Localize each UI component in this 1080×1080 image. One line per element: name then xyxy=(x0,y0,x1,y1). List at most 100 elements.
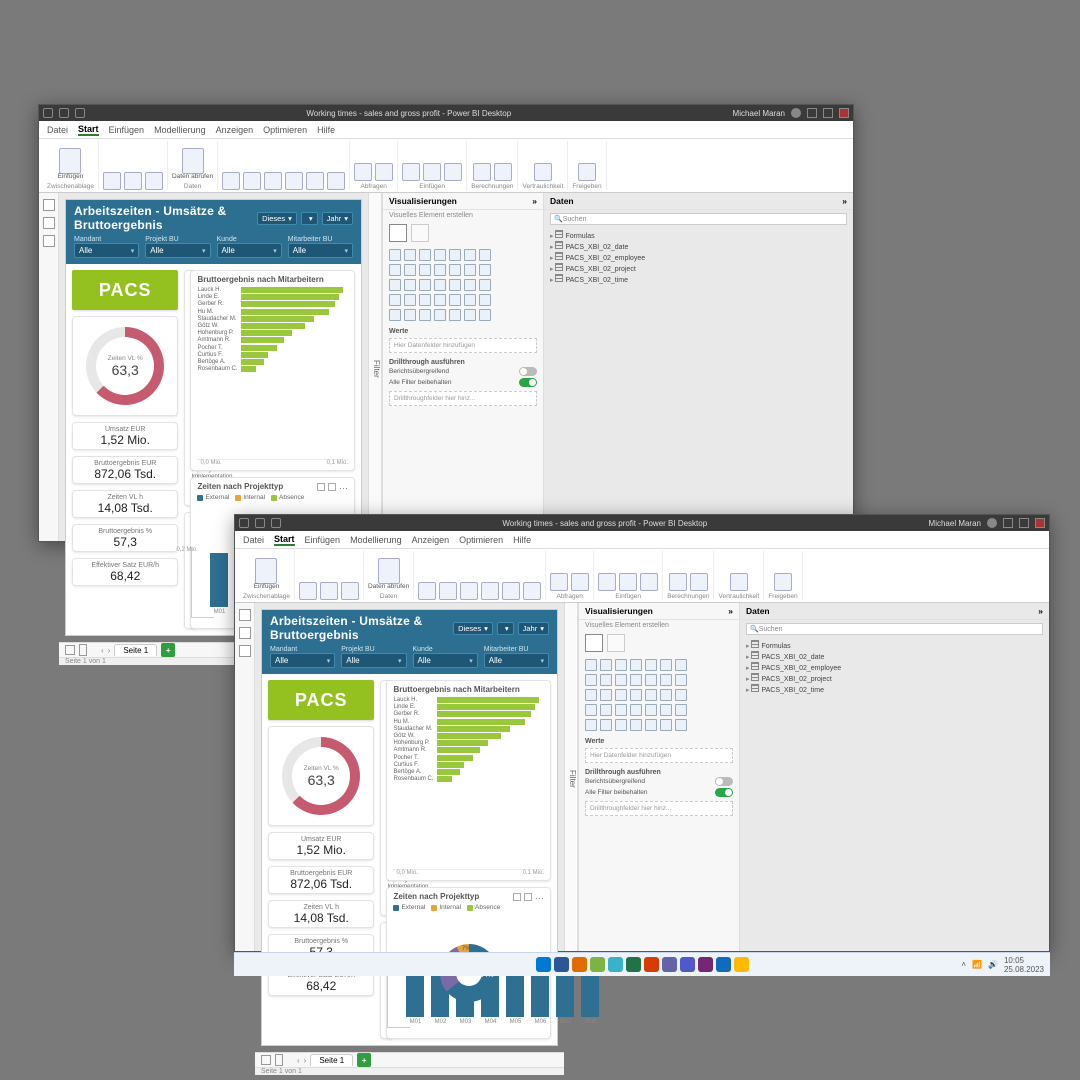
viz-type-icon[interactable] xyxy=(645,674,657,686)
ribbon-icon[interactable] xyxy=(327,172,345,190)
visualizations-pane-title[interactable]: Visualisierungen xyxy=(585,606,653,616)
viz-type-icon[interactable] xyxy=(434,309,446,321)
minimize-button[interactable] xyxy=(1003,518,1013,528)
model-view-icon[interactable] xyxy=(239,645,251,657)
ribbon-icon[interactable] xyxy=(378,558,400,584)
values-dropzone[interactable]: Hier Datenfelder hinzufügen xyxy=(585,748,733,763)
menu-start[interactable]: Start xyxy=(78,124,99,136)
period-slicer[interactable]: Dieses▾ xyxy=(453,622,493,635)
period-slicer[interactable]: ▾ xyxy=(301,212,318,225)
viz-type-icon[interactable] xyxy=(464,249,476,261)
menu-anzeigen[interactable]: Anzeigen xyxy=(412,535,450,545)
viz-type-icon[interactable] xyxy=(434,294,446,306)
next-page-button[interactable]: › xyxy=(108,646,111,655)
taskbar-app-icon[interactable] xyxy=(716,957,731,972)
slicer-kunde[interactable]: KundeAlle▾ xyxy=(413,646,478,668)
viz-type-icon[interactable] xyxy=(464,279,476,291)
viz-type-icon[interactable] xyxy=(419,294,431,306)
ribbon-icon[interactable] xyxy=(255,558,277,584)
taskbar-app-icon[interactable] xyxy=(608,957,623,972)
ribbon-icon[interactable] xyxy=(402,163,420,181)
period-slicer[interactable]: ▾ xyxy=(497,622,514,635)
taskbar-app-icon[interactable] xyxy=(590,957,605,972)
viz-type-icon[interactable] xyxy=(449,309,461,321)
period-slicer[interactable]: Jahr▾ xyxy=(518,622,549,635)
menu-hilfe[interactable]: Hilfe xyxy=(317,125,335,135)
viz-type-icon[interactable] xyxy=(600,659,612,671)
tray-chevron-icon[interactable]: ˄ xyxy=(961,960,966,969)
visualizations-pane-title[interactable]: Visualisierungen xyxy=(389,196,457,206)
viz-type-icon[interactable] xyxy=(464,309,476,321)
ribbon-icon[interactable] xyxy=(264,172,282,190)
viz-type-icon[interactable] xyxy=(585,674,597,686)
ribbon-icon[interactable] xyxy=(598,573,616,591)
taskbar-app-icon[interactable] xyxy=(680,957,695,972)
focus-mode-icon[interactable] xyxy=(513,893,521,901)
report-canvas[interactable]: Arbeitszeiten - Umsätze & Bruttoergebnis… xyxy=(261,609,558,1046)
viz-type-icon[interactable] xyxy=(434,279,446,291)
ribbon-icon[interactable] xyxy=(103,172,121,190)
user-avatar-icon[interactable] xyxy=(791,108,801,118)
menu-optimieren[interactable]: Optimieren xyxy=(263,125,307,135)
viz-type-icon[interactable] xyxy=(434,249,446,261)
viz-type-icon[interactable] xyxy=(630,689,642,701)
gauge-card[interactable]: Zeiten VL % 63,3 xyxy=(268,726,374,826)
ribbon-icon[interactable] xyxy=(690,573,708,591)
viz-type-icon[interactable] xyxy=(600,689,612,701)
fit-page-icon[interactable] xyxy=(261,1055,271,1065)
viz-type-icon[interactable] xyxy=(464,294,476,306)
ribbon-icon[interactable] xyxy=(243,172,261,190)
viz-type-icon[interactable] xyxy=(585,704,597,716)
build-visual-icon[interactable] xyxy=(389,224,407,242)
viz-type-icon[interactable] xyxy=(675,704,687,716)
menu-datei[interactable]: Datei xyxy=(47,125,68,135)
taskbar-app-icon[interactable] xyxy=(734,957,749,972)
filter-icon[interactable] xyxy=(328,483,336,491)
viz-type-icon[interactable] xyxy=(660,674,672,686)
tray-wifi-icon[interactable]: 📶 xyxy=(972,960,982,969)
more-icon[interactable]: ⋯ xyxy=(535,893,544,904)
close-button[interactable] xyxy=(839,108,849,118)
viz-type-icon[interactable] xyxy=(449,294,461,306)
ribbon-icon[interactable] xyxy=(578,163,596,181)
viz-type-icon[interactable] xyxy=(479,249,491,261)
format-visual-icon[interactable] xyxy=(411,224,429,242)
taskbar-app-icon[interactable] xyxy=(572,957,587,972)
ribbon-icon[interactable] xyxy=(145,172,163,190)
ribbon-icon[interactable] xyxy=(669,573,687,591)
menu-modellierung[interactable]: Modellierung xyxy=(154,125,206,135)
values-dropzone[interactable]: Hier Datenfelder hinzufügen xyxy=(389,338,537,353)
prev-page-button[interactable]: ‹ xyxy=(297,1056,300,1065)
viz-type-icon[interactable] xyxy=(389,279,401,291)
employees-chart[interactable]: Bruttoergebnis nach Mitarbeitern Lauck H… xyxy=(190,270,355,471)
ribbon-icon[interactable] xyxy=(59,148,81,174)
viz-type-icon[interactable] xyxy=(615,674,627,686)
data-search[interactable]: 🔍 Suchen xyxy=(550,213,847,225)
maximize-button[interactable] xyxy=(1019,518,1029,528)
filters-pane-collapsed[interactable]: Filter xyxy=(368,193,382,541)
ribbon-icon[interactable] xyxy=(320,582,338,600)
data-table-item[interactable]: PACS_XBI_02_time xyxy=(746,684,1043,694)
ribbon-icon[interactable] xyxy=(619,573,637,591)
menu-hilfe[interactable]: Hilfe xyxy=(513,535,531,545)
viz-type-icon[interactable] xyxy=(404,279,416,291)
mobile-layout-icon[interactable] xyxy=(79,644,87,656)
taskbar-app-icon[interactable] xyxy=(662,957,677,972)
page-tab[interactable]: Seite 1 xyxy=(114,644,157,656)
viz-type-icon[interactable] xyxy=(389,294,401,306)
viz-type-icon[interactable] xyxy=(675,674,687,686)
viz-type-icon[interactable] xyxy=(389,249,401,261)
menu-datei[interactable]: Datei xyxy=(243,535,264,545)
viz-type-icon[interactable] xyxy=(660,689,672,701)
windows-taskbar[interactable]: ˄📶🔊10:0525.08.2023 xyxy=(234,952,1050,976)
viz-type-icon[interactable] xyxy=(389,264,401,276)
kpi-card[interactable]: Bruttoergebnis EUR872,06 Tsd. xyxy=(268,866,374,894)
mobile-layout-icon[interactable] xyxy=(275,1054,283,1066)
viz-type-icon[interactable] xyxy=(645,659,657,671)
ribbon-icon[interactable] xyxy=(550,573,568,591)
viz-type-icon[interactable] xyxy=(479,294,491,306)
slicer-projekt bu[interactable]: Projekt BUAlle▾ xyxy=(145,236,210,258)
qat-save-icon[interactable] xyxy=(43,108,53,118)
menu-modellierung[interactable]: Modellierung xyxy=(350,535,402,545)
collapse-icon[interactable]: » xyxy=(1038,606,1043,616)
